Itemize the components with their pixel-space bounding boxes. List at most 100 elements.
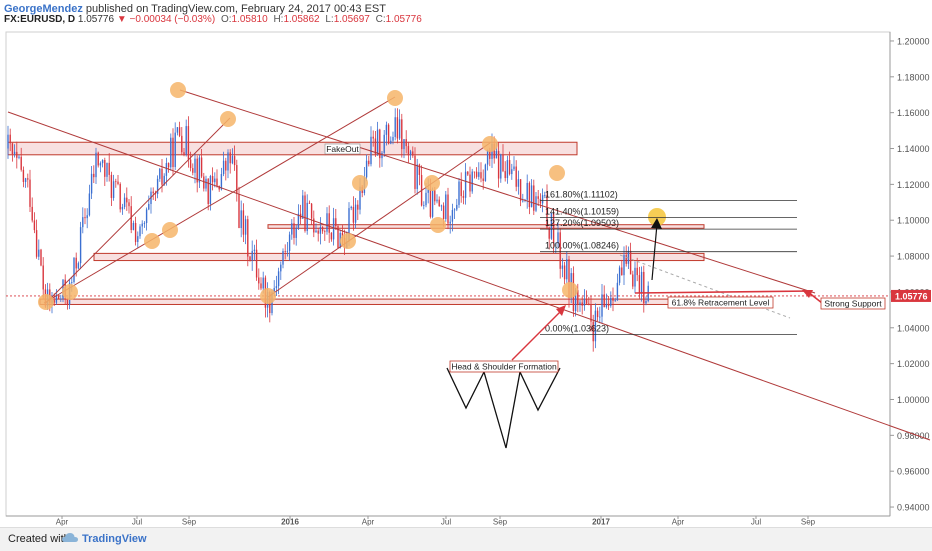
x-tick-label: Sep: [493, 518, 508, 527]
candle-body: [495, 150, 498, 159]
candle-body: [11, 143, 14, 155]
y-tick-label: 0.98000: [897, 431, 930, 441]
candle-body: [548, 227, 550, 239]
candle-body: [141, 223, 143, 227]
candle-body: [390, 140, 392, 144]
author-link[interactable]: GeorgeMendez: [4, 3, 83, 15]
candle-body: [515, 166, 517, 187]
candle-body: [211, 176, 214, 183]
candle-body: [326, 213, 328, 232]
candle-body: [449, 221, 451, 224]
y-tick-label: 1.16000: [897, 108, 930, 118]
pivot-marker: [38, 294, 54, 310]
support-arrow-head: [802, 290, 813, 298]
x-tick-label: Jul: [751, 518, 761, 527]
tradingview-link[interactable]: TradingView: [82, 533, 147, 545]
candle-body: [126, 197, 128, 203]
candle-body: [500, 154, 502, 179]
retracement-box: [667, 296, 774, 309]
candle-body: [174, 132, 176, 167]
candle-body: [16, 151, 18, 158]
x-tick-label: 2017: [592, 518, 610, 527]
head-shoulder-shape: [446, 367, 561, 449]
candle-body: [291, 223, 293, 235]
candle-body: [233, 156, 236, 166]
candle-body: [106, 162, 108, 177]
pivot-marker: [144, 233, 160, 249]
candle-body: [403, 139, 405, 150]
candle-body: [427, 188, 429, 193]
candle-body: [260, 283, 262, 289]
candle-body: [387, 124, 390, 144]
candle-body: [409, 151, 412, 156]
candle-body: [513, 166, 515, 170]
candle-body: [29, 179, 31, 207]
candle-body: [240, 210, 242, 229]
candle-body: [244, 219, 247, 235]
candle-body: [262, 277, 264, 289]
candle-body: [71, 282, 73, 283]
candle-body: [42, 265, 44, 290]
x-tick-label: Jul: [441, 518, 451, 527]
candle-body: [143, 223, 146, 224]
y-tick-label: 1.02000: [897, 359, 930, 369]
candle-body: [442, 205, 445, 220]
candle-body: [176, 127, 179, 133]
candle-body: [38, 249, 40, 257]
candle-body: [605, 303, 608, 308]
pivot-marker: [424, 175, 440, 191]
candle-body: [438, 199, 440, 207]
candle-body: [456, 204, 458, 210]
high-label: H:: [273, 14, 284, 25]
candle-body: [348, 208, 350, 242]
candle-body: [258, 277, 260, 284]
candle-body: [528, 182, 531, 208]
trend-line: [179, 89, 816, 294]
candle-body: [379, 129, 381, 159]
candle-body: [596, 310, 599, 318]
pivot-marker: [260, 288, 276, 304]
candle-body: [555, 242, 557, 244]
candle-body: [328, 213, 330, 233]
candle-body: [165, 163, 168, 176]
candle-body: [178, 127, 181, 136]
candle-body: [139, 226, 141, 237]
candle-body: [220, 174, 223, 190]
close-value: 1.05776: [385, 14, 422, 25]
fib-label: 141.40%(1.10159): [545, 206, 619, 216]
candle-body: [229, 152, 231, 164]
candle-body: [310, 203, 313, 219]
candle-body: [471, 171, 473, 192]
candle-body: [130, 206, 132, 230]
candle-body: [161, 168, 163, 185]
retracement-line: [634, 290, 813, 294]
candle-body: [414, 155, 416, 189]
last-price-tag-label: 1.05776: [895, 291, 928, 301]
sr-zone: [93, 252, 705, 262]
candle-body: [280, 264, 282, 272]
price-chart[interactable]: 0.94000 0.96000 0.98000 1.00000 1.02000 1.040…: [0, 26, 932, 527]
candle-body: [632, 274, 634, 287]
pivot-marker: [482, 136, 498, 152]
candle-body: [13, 151, 16, 155]
candle-body: [209, 176, 212, 205]
candle-body: [31, 206, 33, 221]
candle-body: [189, 159, 192, 169]
candle-body: [181, 135, 183, 153]
candle-body: [392, 136, 394, 141]
candle-body: [539, 198, 542, 204]
candle-body: [610, 297, 612, 306]
candle-body: [447, 194, 449, 224]
price-change: −0.00034 (−0.03%): [129, 14, 216, 25]
candle-body: [335, 218, 337, 227]
candle-body: [242, 210, 245, 235]
candle-body: [563, 265, 566, 280]
candle-body: [434, 190, 436, 202]
candle-body: [53, 300, 55, 303]
sr-zone: [267, 224, 705, 229]
candle-body: [508, 160, 511, 175]
candle-body: [574, 290, 577, 312]
candle-body: [97, 152, 99, 166]
fib-label: 127.20%(1.09503): [545, 218, 619, 228]
candle-body: [559, 232, 561, 269]
